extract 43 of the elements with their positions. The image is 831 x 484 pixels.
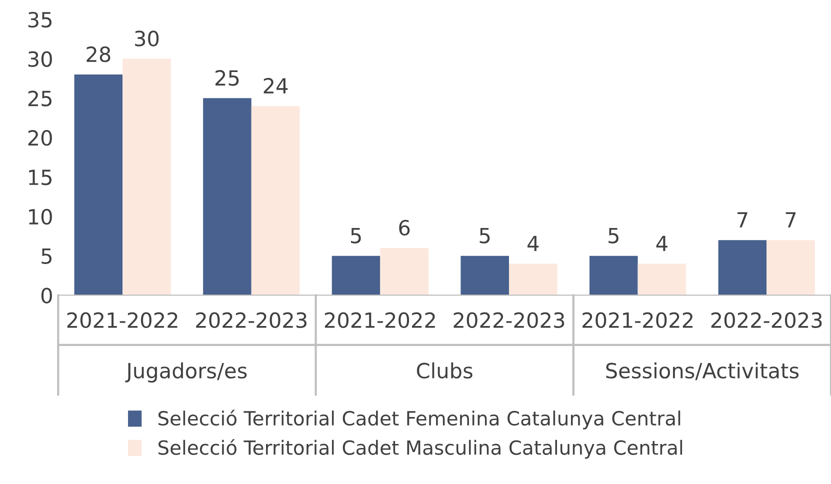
x-tick-label: 2022-2023	[454, 312, 564, 328]
data-label: 5	[351, 228, 361, 244]
bar	[766, 240, 815, 296]
y-tick-label: 35	[28, 12, 52, 28]
data-label: 4	[528, 236, 539, 252]
x-tick-label: 2022-2023	[711, 312, 822, 328]
x-tick-label: 2022-2023	[196, 312, 306, 328]
y-tick-label: 10	[29, 208, 52, 225]
bar	[638, 264, 686, 296]
data-label: 5	[608, 228, 618, 244]
text: Jugadors/es	[125, 362, 247, 383]
bar	[122, 58, 171, 296]
bar	[508, 264, 558, 296]
legend-label: Selecció Territorial Cadet Masculina Catalunya Central	[158, 439, 682, 459]
y-tick-label: 0	[41, 288, 52, 304]
data-label: 25	[216, 70, 239, 86]
data-label: 5	[480, 228, 490, 244]
y-tick-label: 15	[29, 170, 52, 186]
bar	[332, 256, 380, 296]
y-tick-label: 5	[42, 248, 52, 264]
bar	[380, 248, 428, 296]
bar	[589, 256, 638, 296]
legend-label: Selecció Territorial Cadet Femenina Catalunya Central	[158, 410, 680, 430]
x-tick-label: 2021-2022	[582, 312, 692, 328]
y-tick-label: 30	[28, 51, 52, 67]
y-tick-label: 25	[28, 90, 52, 106]
x-tick-label: 2021-2022	[324, 312, 435, 328]
data-label: 6	[399, 220, 410, 236]
bar	[74, 74, 123, 296]
bar	[203, 98, 252, 296]
data-label: 4	[656, 236, 668, 252]
data-label: 30	[135, 30, 159, 46]
bar	[251, 106, 300, 296]
text: Sessions/Activitats	[606, 362, 799, 380]
x-tick-label: 2021-2022	[67, 312, 178, 328]
bar	[460, 256, 509, 296]
data-label: 7	[738, 212, 748, 228]
data-label: 24	[264, 78, 288, 94]
data-label: 7	[786, 212, 796, 228]
text: Clubs	[416, 362, 472, 379]
data-label: 28	[86, 46, 110, 62]
y-tick-label: 20	[28, 130, 52, 146]
bar	[718, 240, 767, 296]
